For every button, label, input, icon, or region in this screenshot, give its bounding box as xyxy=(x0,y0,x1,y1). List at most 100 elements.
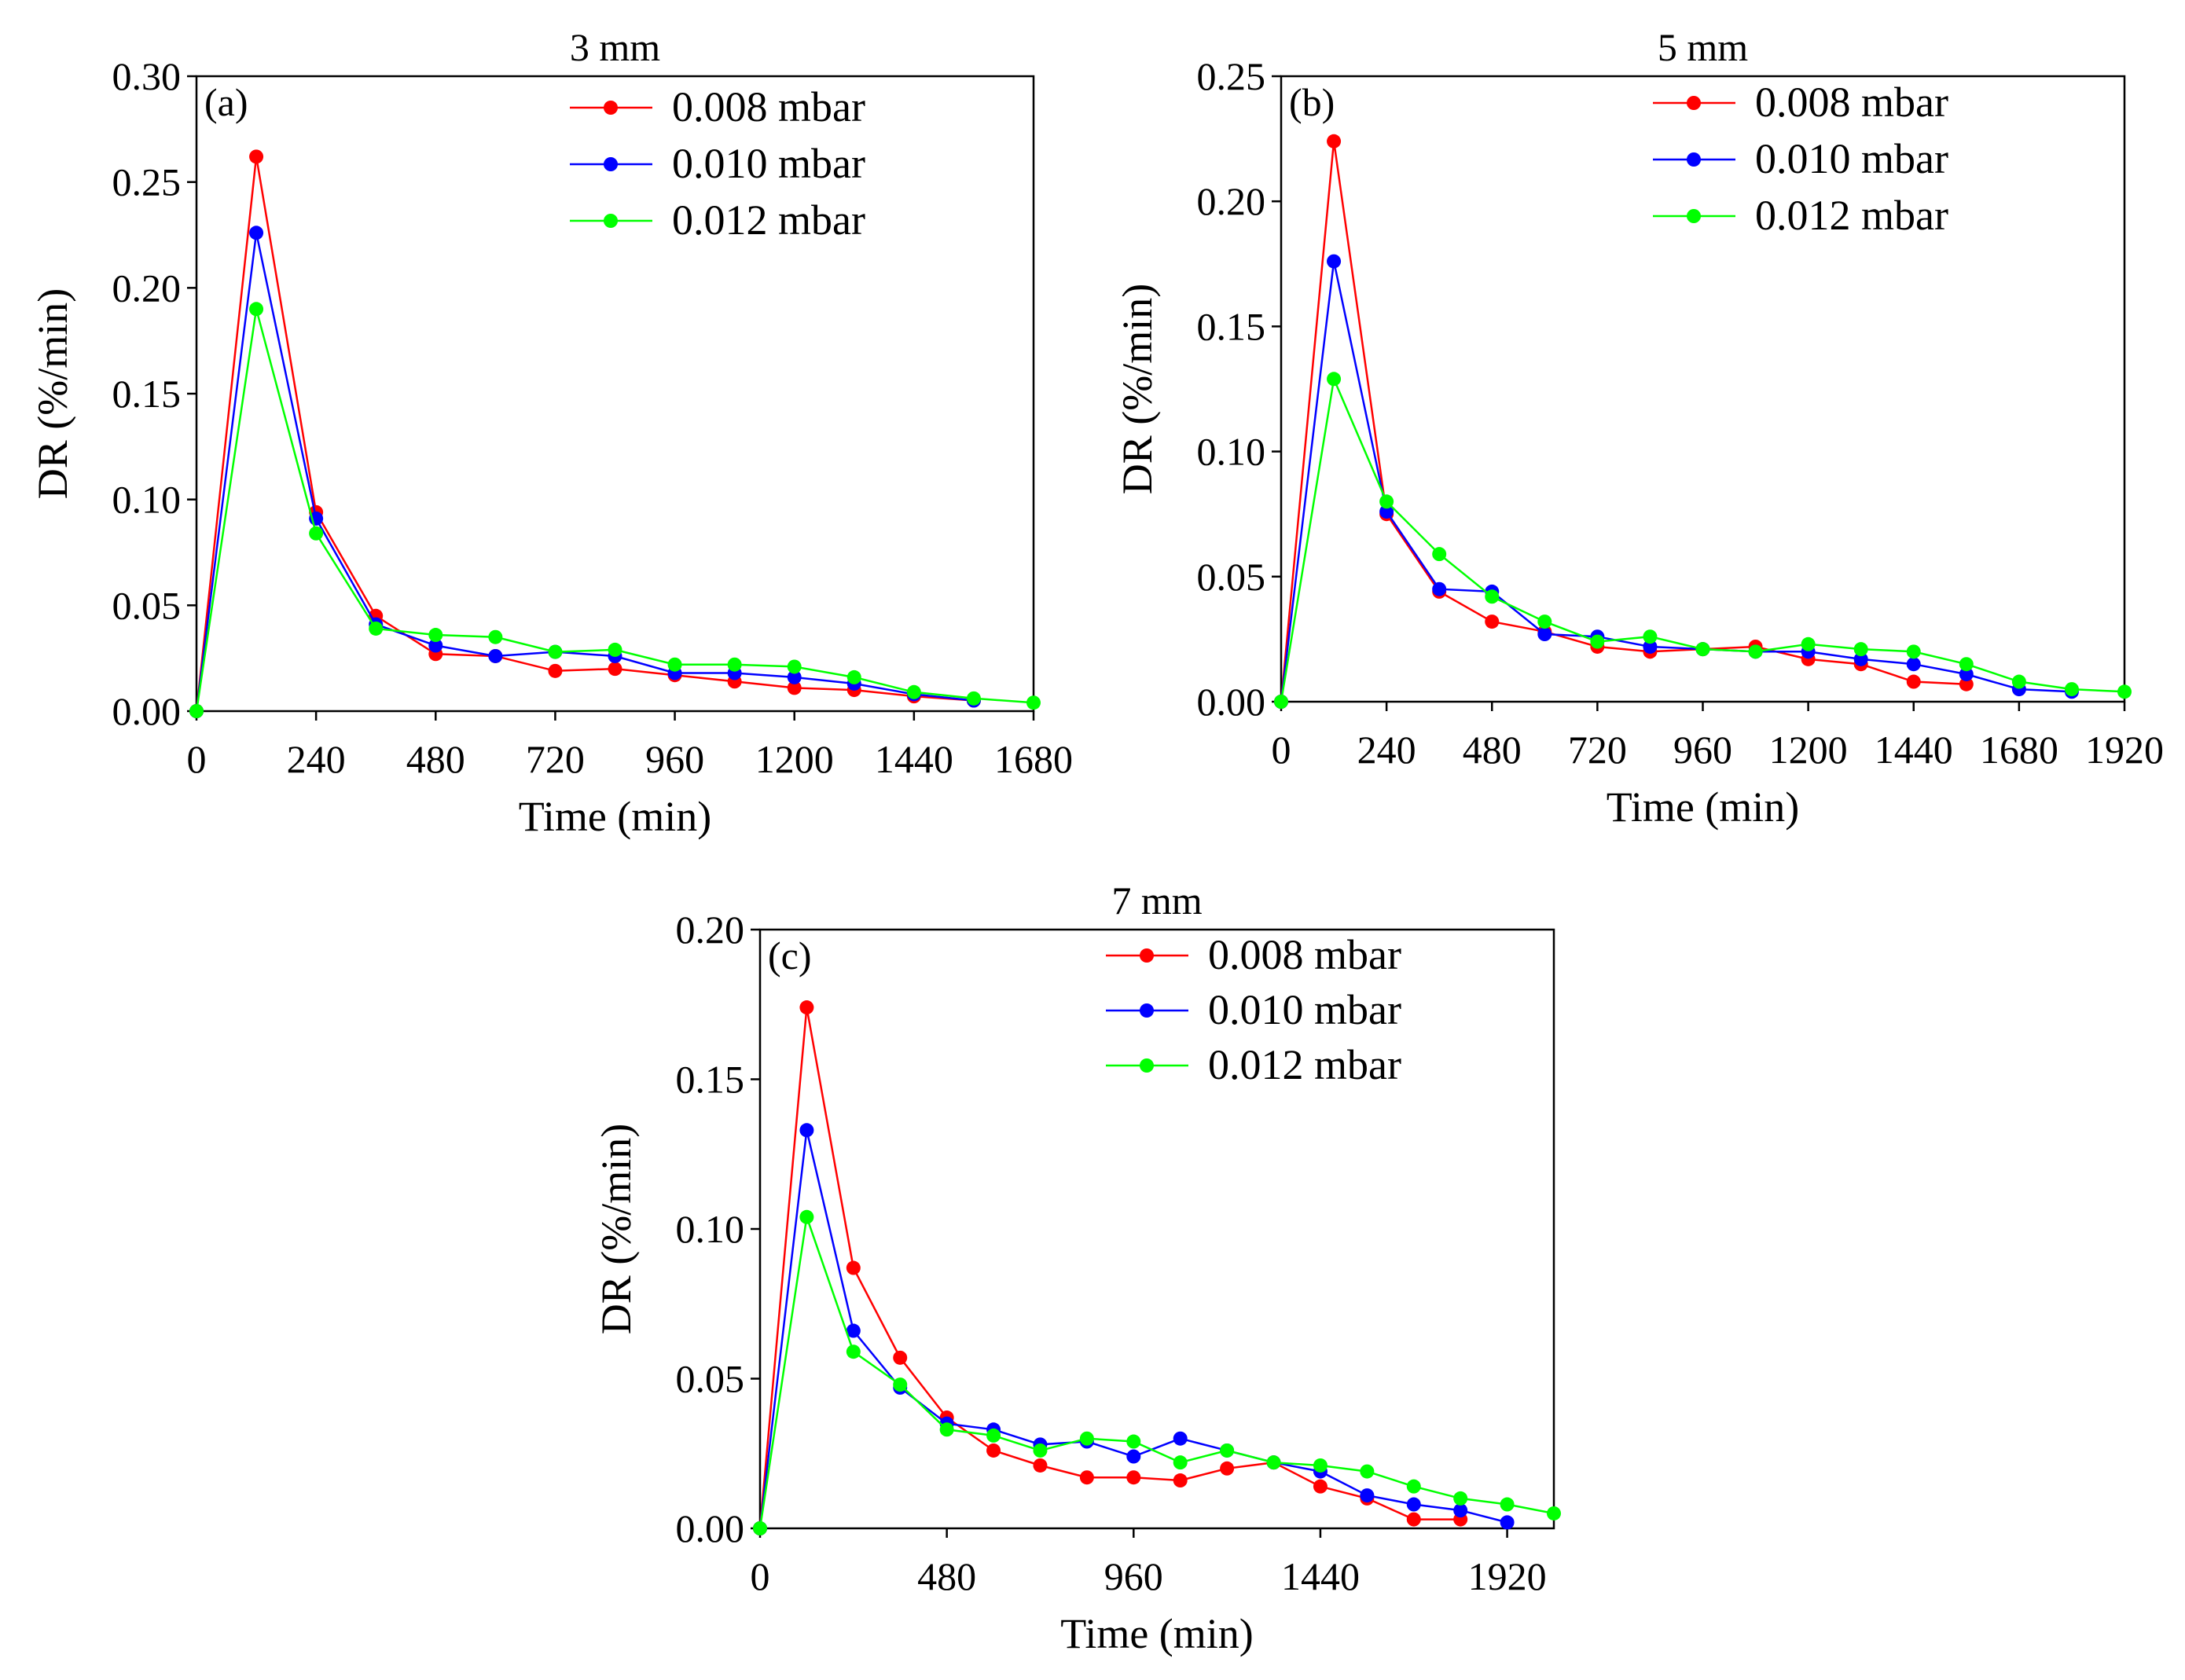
x-tick-label: 0 xyxy=(1272,728,1291,772)
data-point xyxy=(1500,1515,1515,1530)
y-tick-label: 0.25 xyxy=(112,160,182,204)
data-point xyxy=(1906,644,1921,659)
y-tick-label: 0.15 xyxy=(112,372,182,416)
series-line-1 xyxy=(758,1130,1507,1529)
data-point xyxy=(1126,1449,1141,1464)
x-tick-label: 960 xyxy=(645,737,704,781)
x-tick-label: 480 xyxy=(1463,728,1522,772)
data-point xyxy=(799,1123,814,1138)
data-point xyxy=(1079,1470,1094,1485)
legend-label: 0.008 mbar xyxy=(1208,931,1401,978)
plot-frame xyxy=(1280,75,2126,703)
data-point xyxy=(1801,636,1816,651)
data-point xyxy=(787,680,802,695)
data-point xyxy=(1033,1458,1048,1473)
plot-frame xyxy=(758,928,1555,1530)
panel-letter: (c) xyxy=(768,934,812,978)
x-tick-label: 1440 xyxy=(1281,1554,1360,1598)
data-point xyxy=(1500,1497,1515,1512)
y-tick-label: 0.20 xyxy=(1197,179,1266,223)
x-tick-label: 0 xyxy=(187,737,207,781)
data-point xyxy=(1126,1434,1141,1449)
panel-title: 7 mm xyxy=(1111,879,1202,923)
y-axis-label: DR (%/min) xyxy=(593,1124,640,1334)
x-tick-label: 1440 xyxy=(1875,728,1953,772)
data-point xyxy=(846,1344,861,1359)
legend-label: 0.008 mbar xyxy=(1755,79,1948,126)
data-point xyxy=(1406,1497,1421,1512)
series-line-0 xyxy=(195,156,974,712)
y-tick-label: 0.10 xyxy=(112,478,182,522)
y-tick-label: 0.25 xyxy=(1197,54,1266,98)
legend-label: 0.010 mbar xyxy=(672,140,865,187)
data-point xyxy=(1537,614,1552,629)
data-point xyxy=(966,691,981,706)
legend-label: 0.010 mbar xyxy=(1755,135,1948,182)
legend-marker xyxy=(604,157,618,171)
data-point xyxy=(1173,1431,1188,1446)
data-point xyxy=(2064,682,2079,697)
data-point xyxy=(1026,695,1041,710)
y-tick-label: 0.05 xyxy=(112,583,182,627)
y-tick-label: 0.00 xyxy=(676,1506,745,1550)
y-tick-label: 0.15 xyxy=(1197,304,1266,348)
y-tick-label: 0.20 xyxy=(112,266,182,310)
data-point xyxy=(1432,581,1447,596)
data-point xyxy=(986,1443,1001,1458)
data-point xyxy=(1432,547,1447,562)
data-point xyxy=(369,621,384,636)
series-line-2 xyxy=(758,1216,1555,1529)
data-point xyxy=(1360,1488,1375,1503)
x-tick-label: 240 xyxy=(1357,728,1416,772)
x-tick-label: 0 xyxy=(751,1554,770,1598)
data-point xyxy=(548,644,563,659)
series-line-1 xyxy=(1280,261,2072,702)
data-point xyxy=(189,704,204,718)
x-tick-label: 480 xyxy=(406,737,465,781)
data-point xyxy=(1695,642,1710,657)
y-tick-label: 0.05 xyxy=(676,1357,745,1401)
data-point xyxy=(787,669,802,684)
data-point xyxy=(1220,1461,1235,1476)
data-point xyxy=(249,302,264,317)
x-tick-label: 960 xyxy=(1104,1554,1163,1598)
data-point xyxy=(1748,644,1763,659)
data-point xyxy=(249,226,264,240)
y-axis-label: DR (%/min) xyxy=(1114,284,1161,494)
data-point xyxy=(787,659,802,674)
y-tick-label: 0.20 xyxy=(676,908,745,952)
data-point xyxy=(488,629,503,644)
x-tick-label: 1200 xyxy=(1769,728,1848,772)
series-line-0 xyxy=(1280,141,1966,702)
data-point xyxy=(1079,1431,1094,1446)
data-point xyxy=(1906,657,1921,672)
data-point xyxy=(608,642,622,657)
data-point xyxy=(1537,627,1552,642)
data-point xyxy=(1590,634,1605,649)
data-point xyxy=(1173,1455,1188,1470)
legend-marker xyxy=(1687,152,1701,167)
data-point xyxy=(1379,494,1394,509)
data-point xyxy=(986,1428,1001,1443)
chart-panel-2: 7 mm (c) 0 480 960 1440 1920 0.00 0.05 0.10 0.15 0.… xyxy=(593,879,1561,1657)
data-point xyxy=(1406,1512,1421,1527)
data-point xyxy=(893,1377,908,1392)
legend-marker xyxy=(1140,948,1154,963)
panel-title: 3 mm xyxy=(570,25,660,69)
data-point xyxy=(939,1422,954,1437)
data-point xyxy=(1643,629,1658,644)
x-tick-label: 1680 xyxy=(1980,728,2058,772)
data-point xyxy=(1173,1473,1188,1488)
data-point xyxy=(1959,666,1974,681)
data-point xyxy=(727,657,742,672)
data-point xyxy=(1327,372,1342,387)
chart-panel-0: 3 mm (a) 0 240 480 720 960 1200 1440 1680 0.00 0.05… xyxy=(29,25,1073,840)
x-tick-label: 1920 xyxy=(2085,728,2164,772)
y-axis-label: DR (%/min) xyxy=(29,288,76,499)
data-point xyxy=(1274,695,1288,709)
y-tick-label: 0.00 xyxy=(1197,680,1266,724)
x-tick-label: 720 xyxy=(526,737,585,781)
data-point xyxy=(846,669,861,684)
data-point xyxy=(1360,1464,1375,1479)
